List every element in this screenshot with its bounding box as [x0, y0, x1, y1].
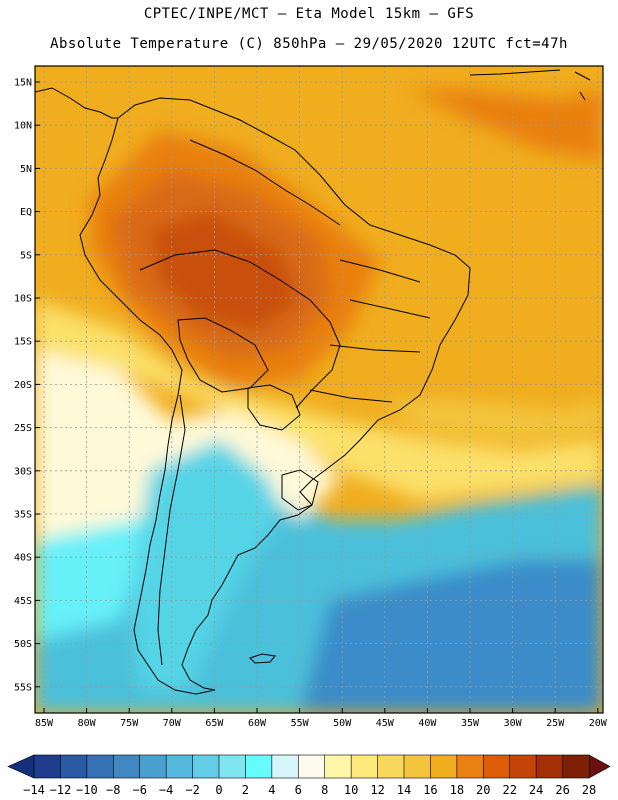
map-title-line2: Absolute Temperature (C) 850hPa – 29/05/…: [50, 36, 568, 52]
lon-label: 80W: [78, 718, 97, 729]
latitude-labels: 15N 10N 5N EQ 5S 10S 15S 20S 25S 30S 35S 40S 45S 50S 5…: [14, 78, 40, 693]
lon-label: 30W: [504, 718, 523, 729]
colorbar-label: −10: [76, 783, 98, 797]
colorbar-swatch: [86, 754, 114, 779]
uruguay-outline: [281, 469, 319, 511]
south-america-coastline: [79, 97, 471, 695]
colorbar-swatch: [33, 754, 62, 779]
map-title-line1: CPTEC/INPE/MCT – Eta Model 15km – GFS: [143, 6, 475, 22]
lat-label: 30S: [14, 466, 32, 477]
colorbar-swatch: [218, 754, 247, 779]
colorbar-label: 12: [370, 783, 384, 797]
colorbar-swatch: [165, 754, 194, 779]
brazil-border-west: [139, 249, 341, 409]
lat-label: 45S: [14, 596, 32, 607]
lat-label: 35S: [14, 510, 32, 521]
colorbar-swatch: [509, 754, 537, 779]
colorbar-swatch: [112, 754, 141, 779]
colorbar-swatch: [60, 754, 88, 779]
colorbar-label: −4: [159, 783, 173, 797]
longitude-labels: 85W 80W 75W 70W 65W 60W 55W 50W 45W 40W 35W 30W 25W 2…: [35, 708, 608, 729]
lat-label: 40S: [14, 553, 32, 564]
temperature-field: [35, 66, 603, 713]
lon-label: 50W: [333, 718, 352, 729]
colorbar-swatch: [535, 754, 564, 779]
colorbar-label: 22: [502, 783, 516, 797]
lat-label: 20S: [14, 380, 32, 391]
field-argentina-cold: [130, 440, 280, 690]
lon-label: 70W: [163, 718, 182, 729]
lat-label: 25S: [14, 423, 32, 434]
colorbar-swatch: [562, 754, 590, 779]
colorbar-label: 26: [555, 783, 569, 797]
colorbar-swatch: [271, 754, 299, 779]
lon-label: 45W: [376, 718, 395, 729]
lat-label: EQ: [20, 207, 32, 218]
lon-label: 55W: [291, 718, 310, 729]
colorbar-label: 28: [582, 783, 596, 797]
colorbar-label: −12: [50, 783, 72, 797]
lat-label: 50S: [14, 639, 32, 650]
colorbar-label: 16: [423, 783, 437, 797]
colorbar-label: −14: [23, 783, 45, 797]
colorbar-swatch: [139, 754, 167, 779]
colorbar-label: −2: [185, 783, 199, 797]
brazil-state-lines: [309, 259, 431, 403]
colorbar-extend-high: [588, 754, 611, 779]
country-outlines: [35, 69, 591, 695]
colorbar-label: 10: [344, 783, 358, 797]
field-yellow-band: [35, 300, 603, 500]
colorbar-label: 0: [215, 783, 222, 797]
lon-label: 40W: [418, 718, 437, 729]
colorbar-swatch: [297, 754, 326, 779]
colorbar-swatch: [430, 754, 458, 779]
lat-label: 15S: [14, 337, 32, 348]
colorbar-extend-low: [7, 754, 35, 779]
lon-label: 65W: [205, 718, 224, 729]
lon-label: 25W: [546, 718, 565, 729]
colorbar-swatch: [403, 754, 432, 779]
lon-label: 35W: [461, 718, 480, 729]
lat-label: 10S: [14, 294, 32, 305]
caribbean-islands: [469, 69, 591, 101]
lat-label: 5S: [20, 250, 32, 261]
paraguay-outline: [247, 384, 301, 431]
lon-label: 60W: [248, 718, 267, 729]
colorbar-label: 8: [321, 783, 328, 797]
colorbar-label: 4: [268, 783, 275, 797]
colorbar: −14 −12 −10 −8 −6 −4 −2 0 2 4 6 8 10 12 14 16 18 20 22 24 26…: [7, 754, 611, 797]
colorbar-swatch: [482, 754, 511, 779]
malvinas-islands: [249, 653, 276, 664]
colorbar-label: 24: [529, 783, 543, 797]
lat-label: 15N: [14, 78, 32, 89]
lon-label: 75W: [120, 718, 139, 729]
colorbar-label: 14: [397, 783, 411, 797]
lon-label: 85W: [35, 718, 54, 729]
colorbar-swatch: [456, 754, 484, 779]
colorbar-swatch: [192, 754, 220, 779]
brazil-border-north: [189, 139, 341, 226]
argentina-chile-border: [157, 394, 186, 666]
field-atlantic-light: [380, 400, 603, 440]
colorbar-label: −8: [106, 783, 120, 797]
colorbar-label: 18: [450, 783, 464, 797]
colorbar-label: 2: [242, 783, 249, 797]
colorbar-swatch: [324, 754, 352, 779]
lat-label: 55S: [14, 682, 32, 693]
colorbar-swatch: [350, 754, 379, 779]
colorbar-label: 20: [476, 783, 490, 797]
colorbar-label: 6: [295, 783, 302, 797]
field-red-dark: [150, 210, 300, 330]
colorbar-swatch: [245, 754, 273, 779]
central-america-outline: [35, 87, 118, 119]
colorbar-label: −6: [132, 783, 146, 797]
map-frame: [34, 65, 604, 714]
lat-label: 10N: [14, 121, 32, 132]
field-deep-cold: [300, 560, 603, 713]
lat-label: 5N: [20, 164, 32, 175]
colorbar-swatch: [377, 754, 405, 779]
lon-label: 20W: [589, 718, 608, 729]
